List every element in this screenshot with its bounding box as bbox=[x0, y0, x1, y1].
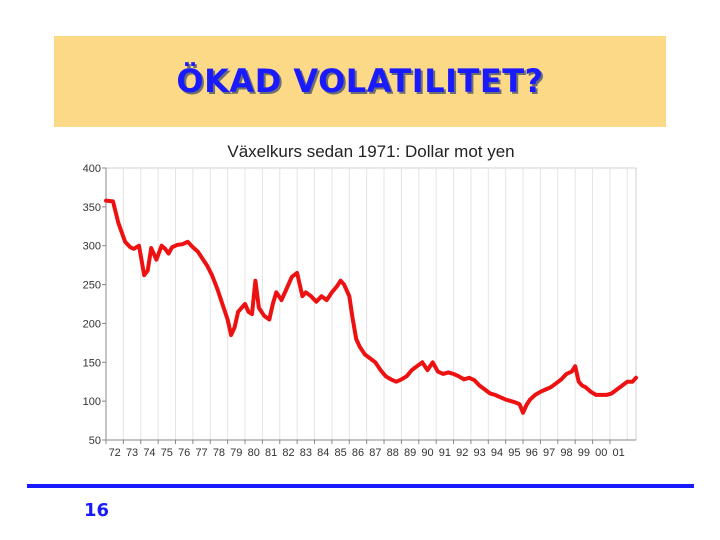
y-tick-label: 250 bbox=[83, 280, 101, 292]
x-tick-label: 83 bbox=[300, 447, 312, 459]
x-tick-label: 73 bbox=[126, 447, 138, 459]
x-tick-label: 75 bbox=[161, 447, 173, 459]
x-tick-label: 01 bbox=[612, 447, 624, 459]
x-tick-label: 00 bbox=[595, 447, 607, 459]
plot-frame bbox=[105, 167, 637, 441]
x-tick-label: 76 bbox=[178, 447, 190, 459]
y-tick-label: 300 bbox=[83, 241, 101, 253]
x-tick-label: 93 bbox=[473, 447, 485, 459]
y-tick-label: 150 bbox=[83, 357, 101, 369]
x-tick-label: 77 bbox=[195, 447, 207, 459]
x-tick-label: 92 bbox=[456, 447, 468, 459]
bottom-divider bbox=[27, 484, 694, 488]
exchange-rate-chart: 50 100 150 200 250 300 350 400 72 73 74 75 76 77 78 79 8… bbox=[83, 163, 638, 459]
x-tick-label: 85 bbox=[334, 447, 346, 459]
y-tick-label: 400 bbox=[83, 163, 101, 175]
y-tick-label: 200 bbox=[83, 318, 101, 330]
x-tick-label: 91 bbox=[439, 447, 451, 459]
x-tick-label: 78 bbox=[213, 447, 225, 459]
x-tick-label: 72 bbox=[109, 447, 121, 459]
x-tick-label: 95 bbox=[508, 447, 520, 459]
x-tick-label: 88 bbox=[387, 447, 399, 459]
slide-number: 16 bbox=[84, 500, 110, 521]
series-line-usd-jpy bbox=[104, 198, 638, 415]
x-tick-label: 98 bbox=[560, 447, 572, 459]
x-tick-label: 80 bbox=[248, 447, 260, 459]
x-tick-label: 89 bbox=[404, 447, 416, 459]
x-tick-label: 97 bbox=[543, 447, 555, 459]
y-tick-label: 100 bbox=[83, 396, 101, 408]
x-tick-label: 79 bbox=[230, 447, 242, 459]
x-tick-label: 99 bbox=[578, 447, 590, 459]
x-tick-label: 74 bbox=[143, 447, 155, 459]
x-tick-label: 81 bbox=[265, 447, 277, 459]
x-tick-label: 96 bbox=[526, 447, 538, 459]
x-tick-label: 84 bbox=[317, 447, 329, 459]
x-tick-label: 94 bbox=[491, 447, 503, 459]
title-band: ÖKAD VOLATILITET? bbox=[54, 36, 666, 127]
x-tick-label: 82 bbox=[282, 447, 294, 459]
chart-title: Växelkurs sedan 1971: Dollar mot yen bbox=[227, 142, 515, 161]
x-tick-label: 90 bbox=[421, 447, 433, 459]
x-tick-label: 87 bbox=[369, 447, 381, 459]
y-tick-label: 50 bbox=[89, 435, 101, 447]
x-tick-label: 86 bbox=[352, 447, 364, 459]
slide-title: ÖKAD VOLATILITET? bbox=[176, 62, 544, 100]
y-tick-label: 350 bbox=[83, 202, 101, 214]
